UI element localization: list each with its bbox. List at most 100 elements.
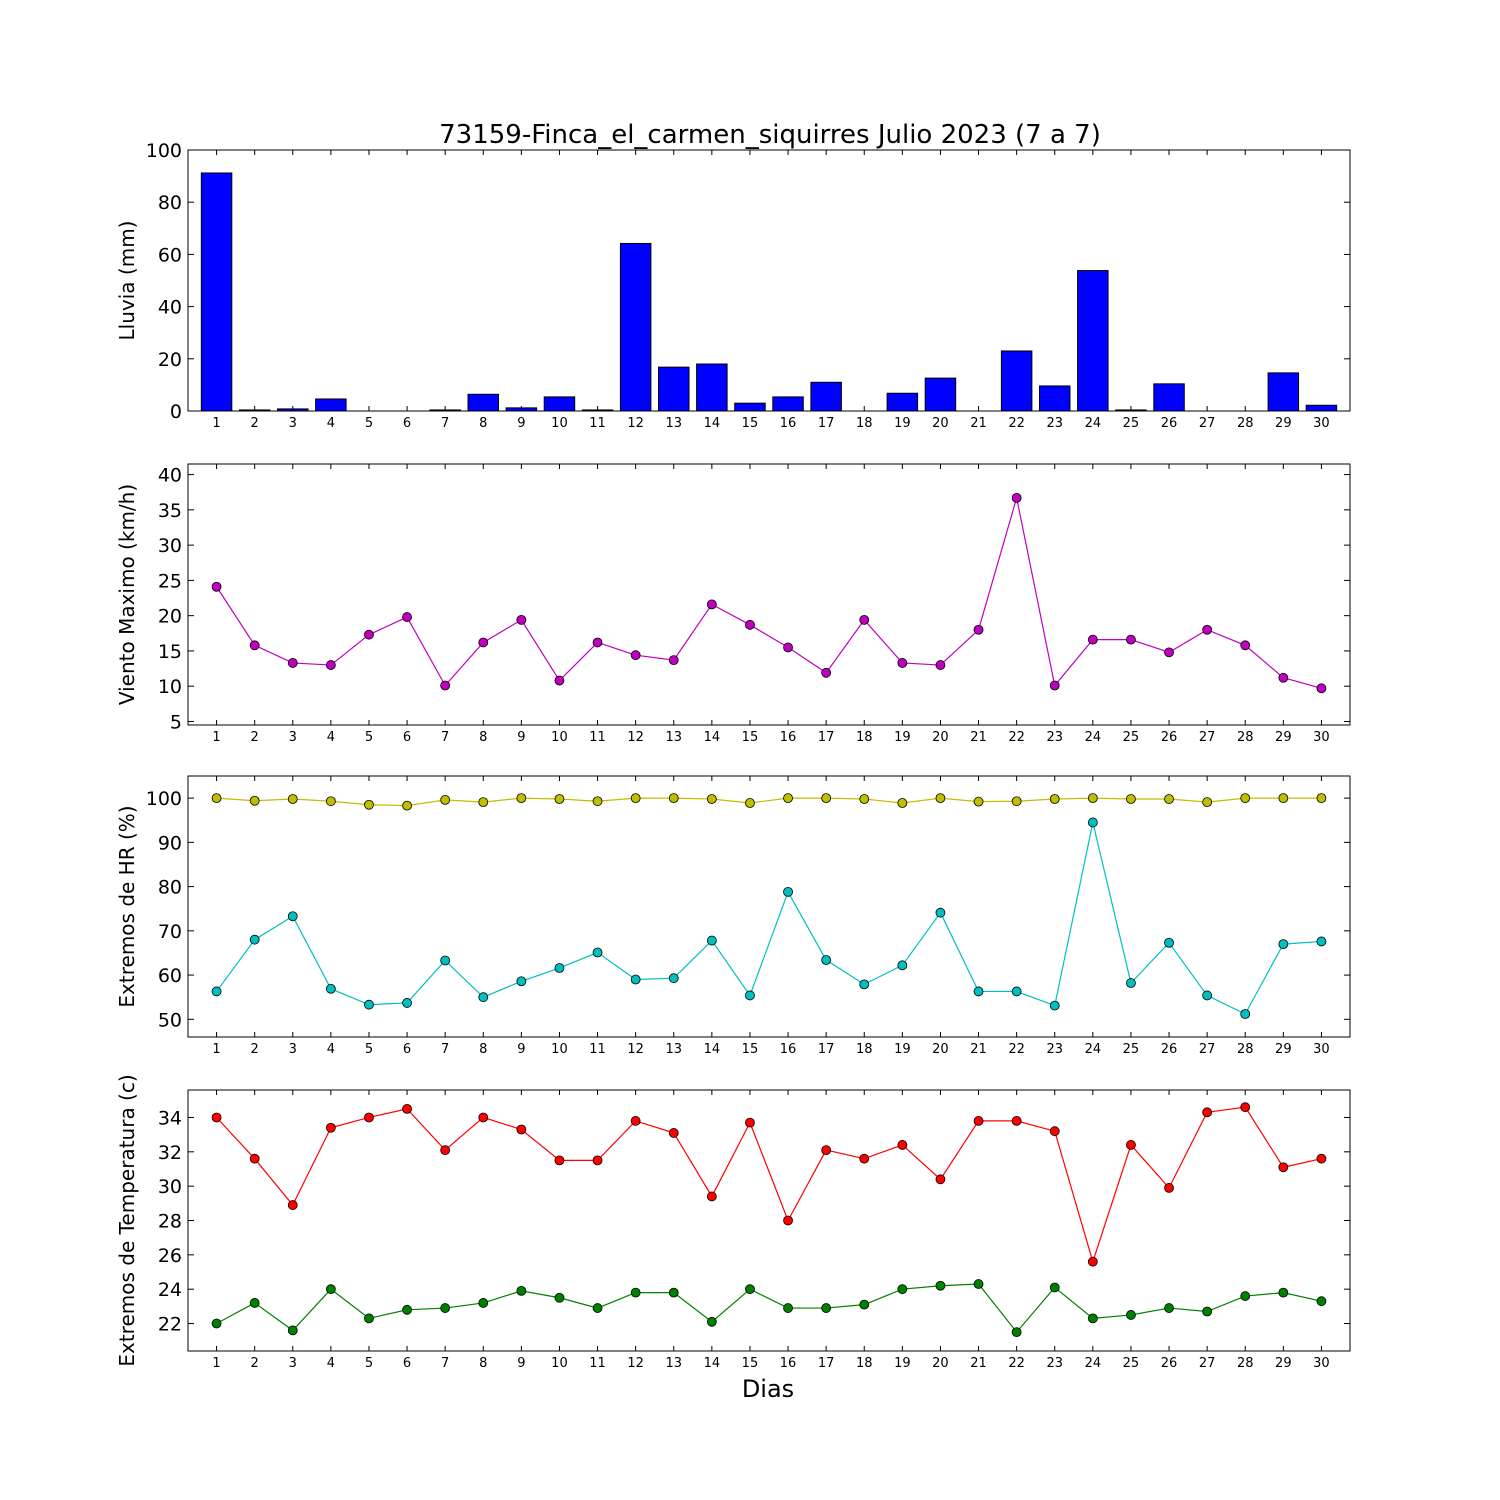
x-tick-label: 10 [551, 1042, 568, 1057]
y-tick-label: 10 [158, 676, 182, 698]
data-point [592, 1303, 603, 1313]
data-point [668, 973, 679, 984]
data-point [630, 650, 641, 661]
bar [315, 398, 347, 412]
y-tick-label: 20 [158, 349, 182, 371]
x-tick-label: 6 [403, 1356, 411, 1371]
x-tick-label: 4 [327, 730, 335, 745]
axes-frame [187, 149, 1351, 412]
y-tick-label: 40 [158, 297, 182, 319]
data-point [1202, 1107, 1213, 1118]
y-tick-label: 22 [158, 1314, 182, 1336]
data-point [706, 599, 717, 610]
data-point [706, 1316, 717, 1327]
x-tick-label: 9 [517, 730, 525, 745]
data-point [249, 934, 260, 945]
data-point [630, 793, 641, 804]
x-tick-label: 2 [251, 730, 259, 745]
x-tick-label: 2 [251, 416, 259, 431]
data-point [1240, 1102, 1251, 1113]
data-point [364, 799, 374, 810]
data-point [745, 990, 755, 1001]
data-point [364, 629, 374, 640]
x-tick-label: 21 [970, 416, 987, 431]
data-point [1087, 1256, 1098, 1267]
data-point [516, 614, 527, 625]
data-point [1240, 640, 1251, 651]
x-tick-label: 18 [856, 416, 873, 431]
x-tick-label: 24 [1085, 730, 1102, 745]
y-tick-label: 100 [146, 788, 182, 810]
y-axis-label: Lluvia (mm) [115, 221, 139, 341]
x-tick-label: 9 [517, 1042, 525, 1057]
x-tick-label: 24 [1085, 1042, 1102, 1057]
bar [467, 393, 500, 412]
data-point [859, 1153, 870, 1164]
x-tick-label: 8 [479, 730, 487, 745]
x-tick-label: 13 [665, 416, 682, 431]
x-tick-label: 28 [1237, 1042, 1254, 1057]
x-tick-label: 19 [894, 416, 911, 431]
x-tick-label: 14 [704, 416, 721, 431]
x-tick-label: 14 [704, 1042, 721, 1057]
x-tick-label: 1 [212, 1356, 220, 1371]
data-point [1316, 936, 1327, 947]
data-point [1087, 1313, 1098, 1324]
data-point [1278, 1287, 1289, 1298]
bar [238, 409, 271, 412]
x-tick-label: 5 [365, 730, 373, 745]
data-point [1049, 794, 1060, 804]
x-tick-label: 30 [1313, 730, 1330, 745]
y-tick-label: 35 [158, 500, 182, 522]
data-point [287, 911, 298, 922]
data-point [745, 1284, 755, 1295]
x-tick-label: 20 [932, 730, 949, 745]
bar [1153, 383, 1185, 412]
x-tick-label: 15 [742, 730, 759, 745]
x-tick-label: 5 [365, 1042, 373, 1057]
x-tick-label: 22 [1008, 730, 1025, 745]
bar [619, 242, 652, 412]
bar [429, 409, 461, 412]
data-point [554, 675, 565, 686]
data-point [1202, 1306, 1213, 1317]
data-point [1011, 492, 1022, 503]
data-point [630, 974, 641, 985]
x-tick-label: 15 [742, 1042, 759, 1057]
x-tick-label: 6 [403, 730, 411, 745]
data-point [935, 907, 946, 918]
x-tick-label: 2 [251, 1042, 259, 1057]
bar [1077, 270, 1109, 412]
bar [696, 363, 728, 412]
x-tick-label: 8 [479, 1042, 487, 1057]
x-tick-label: 2 [251, 1356, 259, 1371]
x-tick-label: 24 [1085, 416, 1102, 431]
data-point [325, 1122, 336, 1133]
x-tick-label: 25 [1123, 730, 1140, 745]
y-tick-label: 32 [158, 1142, 182, 1164]
x-tick-label: 27 [1199, 416, 1216, 431]
bar [1305, 404, 1338, 412]
x-tick-label: 29 [1275, 416, 1292, 431]
data-point [897, 960, 908, 971]
y-tick-label: 30 [158, 1176, 182, 1198]
x-tick-label: 24 [1085, 1356, 1102, 1371]
data-point [1278, 939, 1289, 950]
data-point [325, 1284, 336, 1295]
data-point [554, 1292, 565, 1303]
x-tick-label: 17 [818, 1042, 835, 1057]
x-tick-label: 27 [1199, 1042, 1216, 1057]
x-tick-label: 7 [441, 1356, 449, 1371]
x-tick-label: 18 [856, 730, 873, 745]
data-point [1049, 1126, 1060, 1137]
x-tick-label: 17 [818, 1356, 835, 1371]
x-tick-label: 23 [1046, 1042, 1063, 1057]
x-tick-label: 16 [780, 730, 797, 745]
data-point [859, 614, 870, 625]
x-tick-label: 20 [932, 1042, 949, 1057]
data-point [211, 581, 222, 592]
data-point [668, 655, 679, 666]
data-point [287, 1200, 298, 1210]
bar [924, 377, 957, 412]
data-point [630, 1116, 641, 1126]
